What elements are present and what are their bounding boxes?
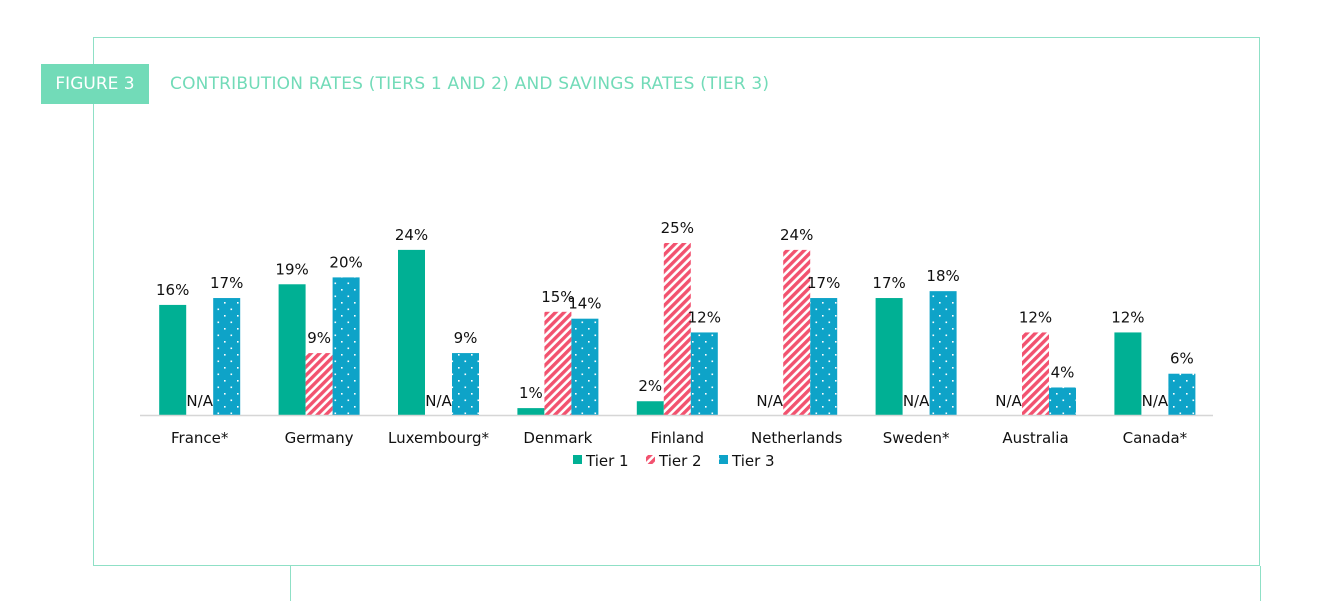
figure-title: CONTRIBUTION RATES (TIERS 1 AND 2) AND S… [170,74,770,94]
data-label: 14% [568,295,601,313]
bar-tier-2 [783,249,811,415]
legend-swatch [719,455,728,464]
category-label: Germany [285,429,354,447]
data-label: 15% [541,288,574,306]
bar-tier-2 [544,311,572,415]
data-label: 9% [454,329,478,347]
category-label: Canada* [1123,429,1188,447]
data-label: 9% [307,329,331,347]
category-label: Australia [1002,429,1068,447]
bar-tier-1 [636,401,664,415]
bar-tier-2 [1022,332,1049,415]
na-label: N/A [186,392,213,410]
legend-item-tier-1: Tier 1 [573,452,629,470]
bar-tier-3 [571,318,599,415]
data-label: 17% [807,274,840,292]
legend-label: Tier 1 [585,452,629,470]
category-label: France* [171,429,229,447]
data-label: 20% [329,253,362,271]
legend-label: Tier 2 [658,452,702,470]
bar-tier-3 [213,298,241,415]
data-label: 25% [661,219,694,237]
category-label: Finland [650,429,704,447]
data-label: 1% [519,384,543,402]
bar-tier-3 [452,353,479,415]
data-label: 17% [872,274,905,292]
data-label: 18% [926,267,959,285]
legend-label: Tier 3 [731,452,775,470]
data-label: 16% [156,281,189,299]
na-label: N/A [756,392,783,410]
data-label: 12% [1019,308,1052,326]
legend-swatch [646,455,655,464]
bar-tier-1 [517,408,545,415]
bar-tier-3 [332,277,360,415]
divider-line [1260,566,1261,601]
na-label: N/A [1142,392,1169,410]
legend-item-tier-3: Tier 3 [719,452,775,470]
bar-tier-1 [159,304,187,415]
category-label: Denmark [523,429,592,447]
data-label: 6% [1170,350,1194,368]
bar-tier-1 [278,284,306,415]
legend-item-tier-2: Tier 2 [646,452,702,470]
data-label: 17% [210,274,243,292]
bar-tier-1 [1114,332,1142,415]
bar-tier-3 [1168,373,1196,415]
data-label: 4% [1051,363,1075,381]
divider-line [290,566,291,601]
na-label: N/A [903,392,930,410]
data-label: 2% [638,377,662,395]
data-label: 24% [780,226,813,244]
bar-tier-2 [305,353,333,415]
data-label: 24% [395,226,428,244]
bar-tier-3 [1049,387,1076,415]
category-label: Netherlands [751,429,843,447]
figure-label: FIGURE 3 [41,64,149,104]
bar-tier-3 [810,298,838,415]
na-label: N/A [425,392,452,410]
category-label: Sweden* [883,429,950,447]
bar-tier-1 [398,249,425,415]
figure-frame [93,37,1260,566]
legend-swatch [573,455,582,464]
na-label: N/A [995,392,1022,410]
bar-tier-3 [929,291,957,415]
bar-tier-3 [690,332,718,415]
data-label: 19% [275,260,308,278]
category-label: Luxembourg* [388,429,489,447]
bar-tier-2 [663,243,691,415]
data-label: 12% [1111,308,1144,326]
bar-tier-1 [875,298,903,415]
data-label: 12% [688,308,721,326]
